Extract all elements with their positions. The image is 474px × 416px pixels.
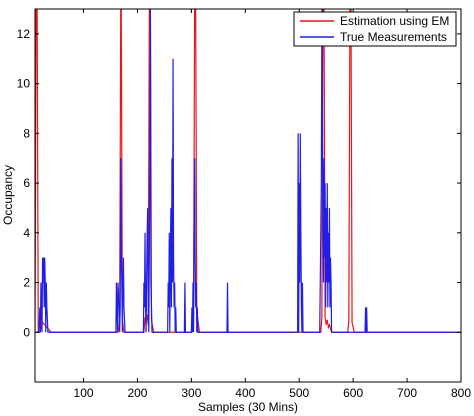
legend-label-true: True Measurements <box>340 30 447 44</box>
y-tick-label: 6 <box>23 176 30 190</box>
plot-area <box>35 9 461 382</box>
legend-label-estimation: Estimation using EM <box>340 14 449 28</box>
y-tick-label: 4 <box>23 226 30 240</box>
legend-box <box>293 11 457 47</box>
series-group <box>35 9 461 333</box>
x-axis-label: Samples (30 Mins) <box>198 400 298 414</box>
x-tick-label: 200 <box>127 386 147 400</box>
x-tick-label: 400 <box>235 386 255 400</box>
x-tick-label: 800 <box>451 386 471 400</box>
x-tick-label: 600 <box>343 386 363 400</box>
x-tick-label: 700 <box>397 386 417 400</box>
x-tick-label: 100 <box>74 386 94 400</box>
x-tick-label: 500 <box>289 386 309 400</box>
y-axis-label: Occupancy <box>1 165 15 225</box>
y-tick-label: 2 <box>23 276 30 290</box>
y-tick-label: 0 <box>23 325 30 339</box>
series-line-true-measurements <box>35 9 461 333</box>
x-tick-label: 300 <box>181 386 201 400</box>
y-tick-label: 8 <box>23 126 30 140</box>
y-tick-label: 12 <box>17 27 31 41</box>
legend: Estimation using EM True Measurements <box>293 11 457 47</box>
plot-frame <box>34 8 462 383</box>
y-tick-label: 10 <box>17 77 31 91</box>
y-axis: 0 2 4 6 8 10 12 <box>17 27 461 339</box>
